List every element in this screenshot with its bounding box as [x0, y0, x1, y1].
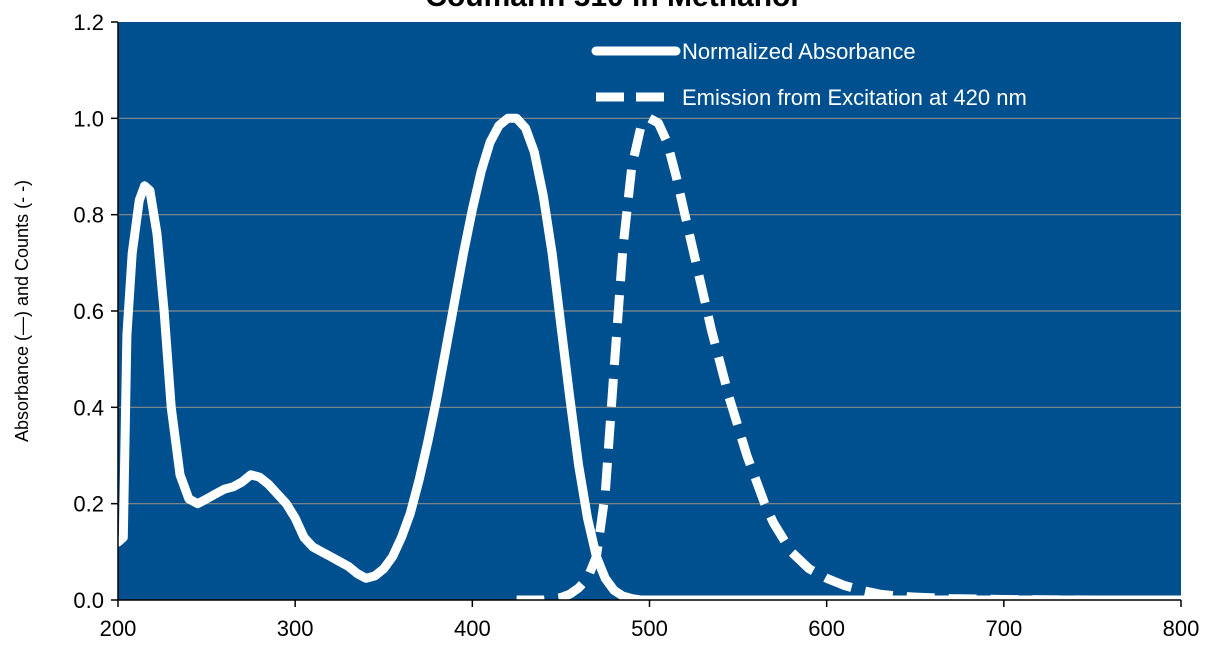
y-tick-label: 0.6	[73, 299, 104, 324]
x-tick-label: 200	[100, 616, 137, 641]
legend-label-absorbance: Normalized Absorbance	[682, 39, 916, 64]
y-axis-ticks: 0.0 0.2 0.4 0.6 0.8 1.0 1.2	[73, 10, 118, 613]
y-tick-label: 0.8	[73, 203, 104, 228]
gridlines	[118, 117, 1181, 505]
legend: Normalized Absorbance Emission from Exci…	[591, 39, 1027, 110]
chart-title: Coumarin 510 in Methanol	[425, 0, 798, 13]
series-line-emission	[516, 113, 1181, 605]
y-tick-label: 0.2	[73, 492, 104, 517]
x-tick-label: 700	[985, 616, 1022, 641]
x-tick-label: 600	[808, 616, 845, 641]
y-tick-label: 1.2	[73, 10, 104, 35]
legend-label-emission: Emission from Excitation at 420 nm	[682, 85, 1027, 110]
x-tick-label: 500	[631, 616, 668, 641]
y-axis-label: Absorbance (—) and Counts (- -)	[12, 180, 32, 442]
y-tick-label: 0.0	[73, 588, 104, 613]
x-tick-label: 300	[277, 616, 314, 641]
x-tick-label: 400	[454, 616, 491, 641]
y-tick-label: 0.4	[73, 395, 104, 420]
x-tick-label: 800	[1163, 616, 1200, 641]
y-tick-label: 1.0	[73, 106, 104, 131]
series-group	[113, 113, 1186, 605]
x-axis-ticks: 200 300 400 500 600 700 800	[100, 600, 1200, 641]
series-line-absorbance	[113, 113, 1186, 605]
